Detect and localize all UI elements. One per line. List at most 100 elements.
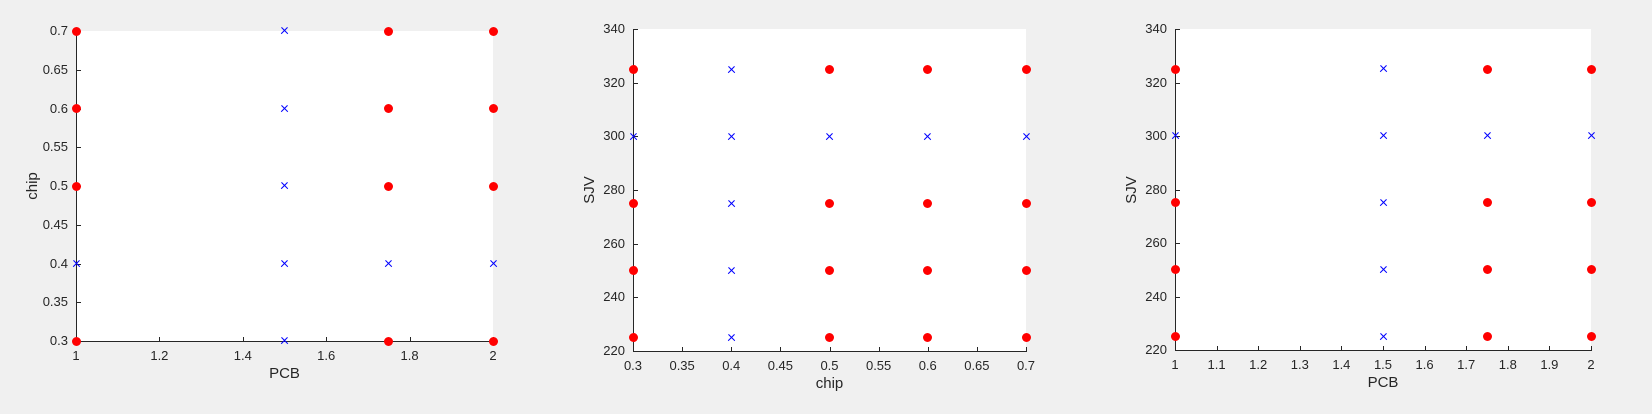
x-tick-mark xyxy=(1425,346,1426,350)
scatter-marker-circle xyxy=(384,26,394,36)
x-tick-label: 0.45 xyxy=(767,358,794,373)
x-tick-label: 1.2 xyxy=(1249,357,1268,372)
x-tick-mark xyxy=(1591,346,1592,350)
x-tick-label: 1.9 xyxy=(1540,357,1559,372)
scatter-marker-x xyxy=(1587,132,1596,141)
scatter-marker-circle xyxy=(488,26,498,36)
scatter-marker-circle xyxy=(71,336,81,346)
y-tick-label: 340 xyxy=(603,21,625,36)
scatter-marker-circle xyxy=(384,336,394,346)
x-tick-label: 1.5 xyxy=(1373,357,1393,372)
x-tick-label: 0.55 xyxy=(865,358,892,373)
y-tick-mark xyxy=(634,190,638,191)
y-tick-label: 0.35 xyxy=(42,294,68,310)
y-tick-label: 240 xyxy=(603,289,625,305)
x-tick-mark xyxy=(410,337,411,341)
scatter-marker-circle xyxy=(1021,64,1031,74)
x-tick-label: 1.8 xyxy=(400,348,419,363)
scatter-marker-x xyxy=(1379,332,1388,341)
x-tick-label: 1.2 xyxy=(150,348,169,363)
x-tick-label: 2 xyxy=(489,348,497,363)
scatter-marker-circle xyxy=(628,64,638,74)
x-tick-label: 0.6 xyxy=(918,358,937,373)
plot-area xyxy=(633,29,1026,351)
scatter-marker-circle xyxy=(384,181,394,191)
y-tick-label: 260 xyxy=(603,235,625,251)
y-tick-mark xyxy=(634,29,638,30)
scatter-marker-circle xyxy=(628,266,638,275)
x-tick-label: 2 xyxy=(1587,357,1595,372)
y-tick-mark xyxy=(77,225,81,226)
y-axis-line xyxy=(1175,29,1176,351)
x-tick-label: 0.65 xyxy=(964,358,990,373)
y-tick-mark xyxy=(77,302,81,303)
scatter-marker-circle xyxy=(71,104,81,113)
x-tick-label: 1 xyxy=(72,348,80,363)
x-tick-label: 0.35 xyxy=(669,358,695,373)
x-axis-line xyxy=(633,351,1027,352)
scatter-marker-circle xyxy=(1482,265,1492,275)
y-tick-label: 220 xyxy=(1145,342,1167,357)
y-tick-mark xyxy=(77,70,81,71)
x-tick-mark xyxy=(928,347,929,351)
y-tick-mark xyxy=(634,297,638,298)
x-tick-mark xyxy=(326,337,327,341)
x-tick-mark xyxy=(1466,346,1467,350)
scatter-marker-x xyxy=(1379,65,1388,74)
scatter-marker-circle xyxy=(71,181,81,191)
scatter-marker-circle xyxy=(488,104,498,113)
x-tick-mark xyxy=(830,347,831,351)
scatter-marker-circle xyxy=(1586,198,1596,208)
y-tick-label: 340 xyxy=(1145,21,1167,36)
x-tick-mark xyxy=(1300,346,1301,350)
scatter-marker-circle xyxy=(923,198,933,208)
x-tick-mark xyxy=(1026,347,1027,351)
scatter-marker-x xyxy=(1379,132,1388,141)
x-tick-label: 0.4 xyxy=(722,358,741,373)
y-tick-label: 0.5 xyxy=(49,178,68,193)
y-tick-label: 280 xyxy=(603,182,625,197)
scatter-marker-circle xyxy=(1482,332,1492,342)
y-tick-label: 0.7 xyxy=(49,23,68,38)
y-tick-mark xyxy=(1176,297,1180,298)
x-tick-mark xyxy=(780,347,781,351)
scatter-marker-circle xyxy=(1170,198,1180,208)
x-tick-mark xyxy=(1175,346,1176,350)
x-axis-label: PCB xyxy=(1367,374,1399,391)
scatter-marker-circle xyxy=(923,266,933,275)
scatter-marker-circle xyxy=(1021,333,1031,343)
x-axis-label: PCB xyxy=(269,365,300,382)
y-tick-label: 260 xyxy=(1145,235,1167,250)
scatter-marker-circle xyxy=(628,333,638,343)
y-tick-label: 0.45 xyxy=(42,216,68,232)
scatter-marker-circle xyxy=(1170,64,1180,74)
scatter-marker-x xyxy=(1171,132,1180,141)
x-tick-label: 1.6 xyxy=(1415,357,1434,372)
x-axis-line xyxy=(1175,350,1592,351)
y-tick-mark xyxy=(634,83,638,84)
x-tick-mark xyxy=(977,347,978,351)
x-tick-label: 1 xyxy=(1171,357,1179,372)
scatter-marker-circle xyxy=(488,181,498,191)
x-tick-mark xyxy=(682,347,683,351)
scatter-marker-circle xyxy=(1586,64,1596,74)
scatter-marker-circle xyxy=(488,336,498,346)
scatter-marker-circle xyxy=(923,64,933,74)
y-tick-mark xyxy=(1176,83,1180,84)
scatter-marker-circle xyxy=(825,333,834,343)
scatter-marker-circle xyxy=(1170,332,1180,342)
scatter-marker-circle xyxy=(825,198,834,208)
x-axis-label: chip xyxy=(815,375,844,392)
x-tick-mark xyxy=(243,337,244,341)
y-tick-label: 0.4 xyxy=(49,255,68,271)
y-axis-line xyxy=(633,29,634,352)
scatter-marker-x xyxy=(1483,132,1492,141)
x-tick-label: 1.3 xyxy=(1290,357,1309,372)
x-tick-label: 1.7 xyxy=(1457,357,1476,372)
y-tick-mark xyxy=(634,136,638,137)
y-tick-label: 300 xyxy=(603,128,625,144)
x-tick-mark xyxy=(879,347,880,351)
scatter-marker-x xyxy=(1379,198,1388,207)
x-tick-label: 1.1 xyxy=(1207,357,1226,372)
